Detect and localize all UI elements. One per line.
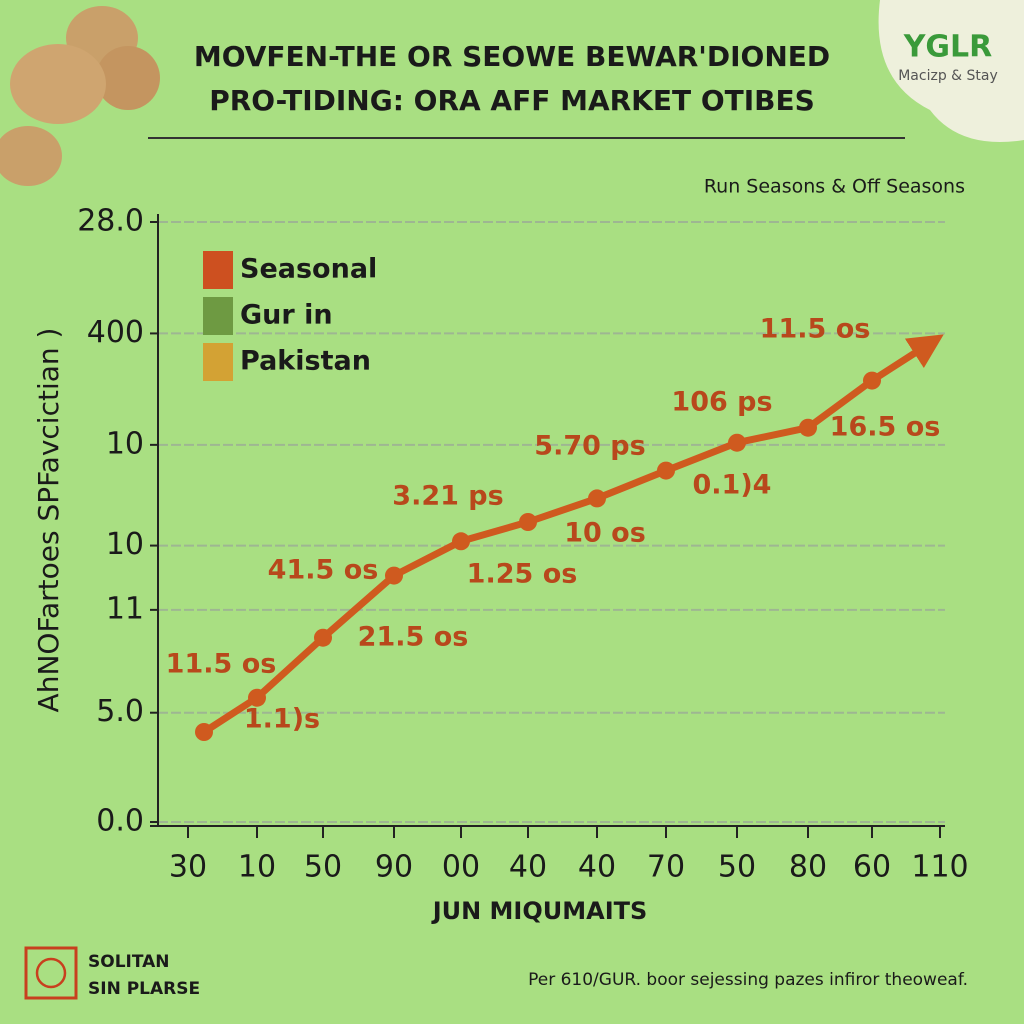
annotation: 41.5 os	[268, 555, 379, 586]
logo-tagline: Macizp & Stay	[898, 68, 998, 84]
y-tick-label: 5.0	[96, 694, 144, 729]
point	[314, 628, 332, 647]
annotation: 3.21 ps	[392, 481, 503, 512]
point	[195, 723, 213, 741]
point	[728, 433, 746, 452]
legend-label: Gur in	[240, 300, 333, 331]
y-tick-label: 0.0	[96, 804, 144, 839]
annotation: 21.5 os	[358, 622, 469, 653]
x-tick-label: 30	[169, 850, 207, 885]
x-tick-label: 40	[578, 850, 616, 885]
x-tick-label: 90	[375, 850, 413, 885]
legend-swatch	[203, 343, 233, 381]
point	[519, 513, 537, 531]
annotation: 11.5 os	[166, 649, 277, 680]
y-tick-label: 11	[106, 591, 144, 626]
x-tick-label: 110	[911, 850, 968, 885]
point	[863, 371, 881, 390]
x-tick-label: 00	[442, 850, 480, 885]
point	[657, 461, 675, 480]
annotation: 10 os	[564, 518, 646, 549]
footer-left: SIN PLARSE	[88, 979, 200, 999]
y-axis-label: AhNOFartoes SPFavcictian )	[32, 328, 65, 713]
x-tick-label: 40	[509, 850, 547, 885]
potatoes	[0, 6, 160, 186]
x-tick-label: 50	[718, 850, 756, 885]
footer-left: SOLITAN	[88, 952, 170, 972]
legend-label: Pakistan	[240, 346, 371, 377]
x-tick-label: 50	[304, 850, 342, 885]
title-line: PRO-TIDING: ORA AFF MARKET OTIBES	[209, 84, 815, 117]
footer-icon	[24, 946, 78, 1000]
y-tick-label: 28.0	[77, 204, 144, 239]
point	[452, 532, 470, 551]
line	[202, 334, 944, 735]
annotation: 5.70 ps	[534, 431, 645, 462]
title-line: MOVFEN-THE OR SEOWE BEWAR'DIONED	[194, 40, 830, 73]
logo-title: YGLR	[903, 30, 993, 65]
annotation: 1.25 os	[467, 559, 578, 590]
x-axis-label: JUN MIQUMAITS	[431, 897, 648, 925]
logo-backdrop	[878, 0, 1024, 142]
point	[799, 418, 817, 437]
subtitle: Run Seasons & Off Seasons	[704, 176, 965, 198]
annotation: 0.1)4	[693, 470, 772, 501]
y-tick-label: 10	[106, 426, 144, 461]
x-tick-label: 80	[789, 850, 827, 885]
x-tick-label: 60	[853, 850, 891, 885]
legend-swatch	[203, 251, 233, 289]
point	[588, 489, 606, 508]
point	[248, 688, 266, 707]
y-tick-label: 10	[106, 527, 144, 562]
y-tick-label: 400	[87, 315, 144, 350]
annotation: 16.5 os	[830, 412, 941, 443]
footer-right: Per 610/GUR. boor sejessing pazes infiro…	[528, 970, 968, 990]
x-tick-label: 10	[238, 850, 276, 885]
annotation: 1.1)s	[244, 704, 320, 735]
annotation: 11.5 os	[760, 314, 871, 345]
annotation: 106 ps	[671, 387, 772, 418]
point	[385, 566, 403, 585]
legend-swatch	[203, 297, 233, 335]
legend-label: Seasonal	[240, 254, 377, 285]
x-tick-label: 70	[647, 850, 685, 885]
